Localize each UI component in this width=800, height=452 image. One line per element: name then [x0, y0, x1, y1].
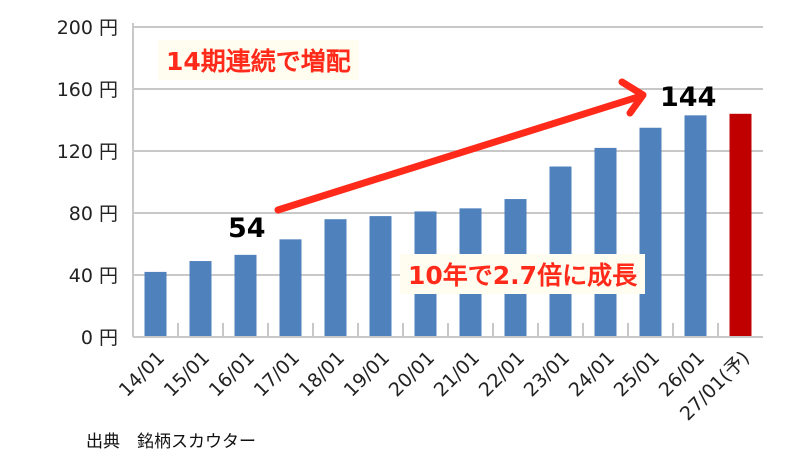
- x-tick-label: 24/01: [565, 347, 619, 401]
- bar: [189, 261, 212, 337]
- bar: [684, 115, 707, 337]
- bar: [729, 113, 752, 337]
- y-tick-label: 40 円: [69, 265, 118, 287]
- x-tick-label: 17/01: [250, 347, 304, 401]
- y-tick-label: 160 円: [57, 79, 118, 101]
- x-tick-label: 23/01: [520, 347, 574, 401]
- bar: [369, 216, 392, 337]
- bar: [549, 166, 572, 337]
- data-label-end: 144: [660, 82, 716, 113]
- bar: [324, 219, 347, 337]
- bar: [144, 271, 167, 337]
- growth-arrow: [274, 93, 642, 214]
- y-tick-label: 200 円: [57, 17, 118, 39]
- x-tick-label: 16/01: [205, 347, 259, 401]
- y-tick-label: 80 円: [69, 203, 118, 225]
- source-label: 出典 銘柄スカウター: [86, 432, 256, 452]
- x-tick-label: 22/01: [475, 347, 529, 401]
- x-tick-label: 20/01: [385, 347, 439, 401]
- annotation-streak: 14期連続で増配: [158, 40, 359, 80]
- x-tick-label: 19/01: [340, 347, 394, 401]
- x-tick-label: 21/01: [430, 347, 484, 401]
- y-tick-label: 120 円: [57, 141, 118, 163]
- bar: [279, 239, 302, 337]
- annotation-growth: 10年で2.7倍に成長: [400, 254, 646, 294]
- x-tick-label: 15/01: [160, 347, 214, 401]
- arrow-head-icon: [618, 78, 647, 117]
- bar: [234, 254, 257, 337]
- x-tick-label: 18/01: [295, 347, 349, 401]
- bar: [594, 147, 617, 337]
- bar: [639, 127, 662, 337]
- x-tick-label: 25/01: [610, 347, 664, 401]
- data-label-start: 54: [228, 213, 266, 244]
- y-tick-label: 0 円: [81, 327, 118, 349]
- x-tick-label: 14/01: [115, 347, 169, 401]
